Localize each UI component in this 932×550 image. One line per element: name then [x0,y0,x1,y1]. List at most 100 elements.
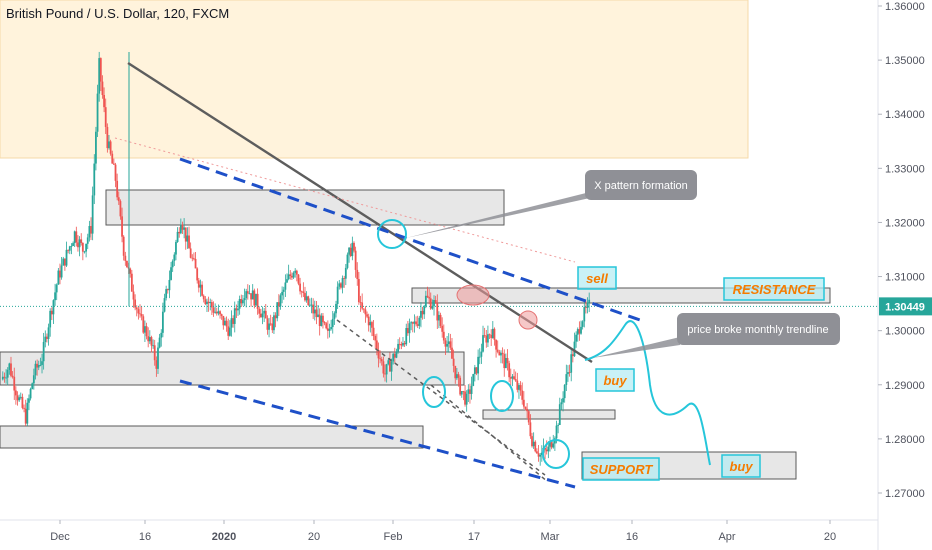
candle-body [529,422,532,437]
candle-body [106,126,109,149]
candle-body [393,353,396,358]
candle-body [511,376,514,379]
candle-body [286,279,288,283]
candle-body [152,345,154,347]
candle-body [514,379,517,381]
candle-body [356,269,359,280]
candle-body [55,284,58,293]
candle-body [519,385,522,391]
candle-body [155,360,158,369]
time-tick-label: 20 [308,531,320,543]
price-tick-label: 1.33000 [885,163,925,175]
candle-body [418,317,421,326]
candle-body [521,390,524,400]
candle-body [90,226,92,234]
candle-body [294,270,297,273]
candle-body [421,310,424,315]
candle-body [343,278,346,279]
candle-body [194,258,197,269]
sell-label-box [577,266,617,290]
candle-body [248,293,251,295]
candle-body [204,299,207,305]
candle-body [18,397,21,401]
candle-body [165,289,168,299]
candle-body [72,243,74,247]
candle-body [397,343,399,352]
candle-body [42,341,45,362]
trend-break-callout [677,313,840,345]
candle-body [188,235,190,249]
candle-body [487,334,489,343]
candle-body [78,239,81,248]
candle-body [400,344,403,346]
candle-body [446,343,448,347]
candle-body [473,367,476,375]
candle-body [335,303,337,314]
candle-body [307,296,310,305]
candle-body [137,309,140,314]
inner-dashed-line-1 [336,319,546,476]
candle-body [281,291,284,296]
candle-body [297,274,300,284]
time-tick-label: 20 [824,531,836,543]
candle-body [444,340,447,347]
candle-body [73,231,76,244]
x-pattern-pointer [406,192,590,238]
candle-body [150,337,153,346]
candle-body [382,361,385,374]
candle-body [330,327,333,329]
candle-body [54,292,56,301]
inner-dashed-line-2 [430,384,549,483]
candle-body [558,404,561,425]
candle-body [19,396,22,398]
time-tick-label: Apr [718,531,735,543]
candle-body [289,274,292,276]
candle-body [50,310,53,315]
candle-body [465,393,468,405]
candle-body [37,364,40,368]
candle-body [568,372,571,373]
candle-body [439,314,442,326]
candle-body [122,236,125,256]
candle-body [424,295,427,307]
candle-body [246,291,249,294]
candle-body [353,242,355,251]
candle-body [184,227,187,242]
candle-body [170,267,172,280]
candle-body [552,443,555,448]
candle-body [522,399,525,407]
candle-body [372,327,375,337]
x-pattern-callout [585,170,697,200]
candle-body [237,308,239,311]
price-tick-label: 1.34000 [885,109,925,121]
candle-body [217,311,220,314]
candle-body [570,354,573,373]
candle-body [85,243,88,252]
candle-body [562,398,564,403]
candle-body [317,314,319,318]
candle-body [361,302,364,309]
candle-body [359,302,362,303]
candle-body [423,306,426,315]
price-tick-label: 1.35000 [885,55,925,67]
candle-body [340,283,342,288]
candle-body [135,307,138,310]
time-tick-label: Dec [50,531,70,543]
candle-body [199,284,202,288]
candle-body [101,81,104,95]
candle-body [11,375,14,377]
chart-title: British Pound / U.S. Dollar, 120, FXCM [6,6,230,21]
time-tick-label: 2020 [212,531,236,543]
support-label-text: SUPPORT [590,462,654,477]
candle-body [575,334,578,342]
candle-body [325,323,328,329]
candle-body [550,441,553,448]
candle-body [588,299,591,303]
candle-body [215,311,218,314]
candle-body [166,289,169,291]
candle-body [108,141,110,149]
candle-body [63,258,66,266]
candle-body [398,343,401,345]
